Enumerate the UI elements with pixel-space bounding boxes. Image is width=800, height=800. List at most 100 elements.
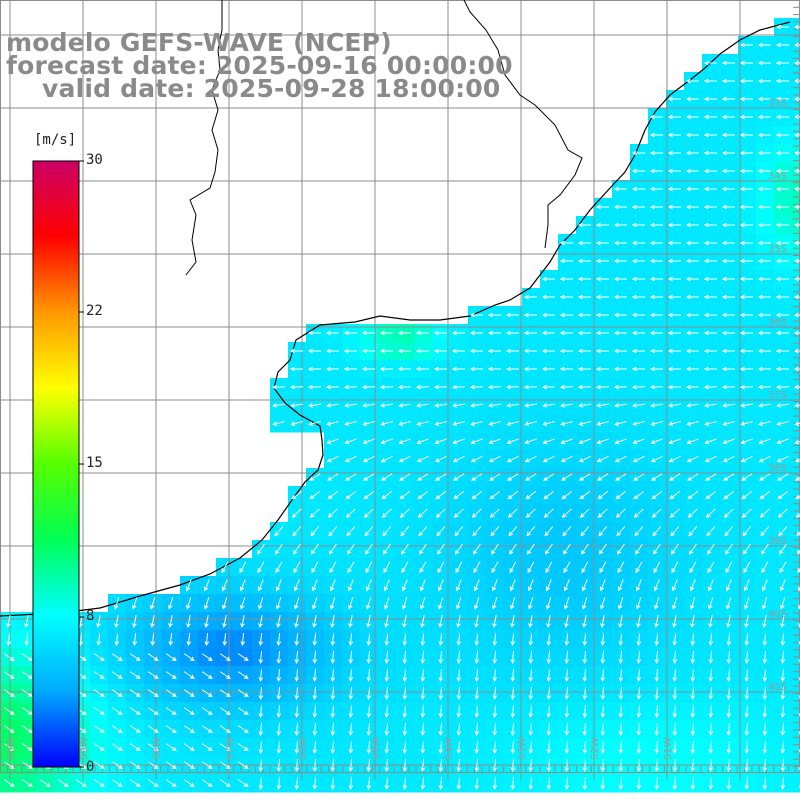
wind-arrow bbox=[433, 348, 447, 354]
wind-arrow bbox=[757, 42, 771, 48]
wind-arrow bbox=[600, 632, 606, 647]
wind-arrow bbox=[672, 668, 678, 683]
wind-arrow bbox=[311, 561, 319, 574]
wind-arrow bbox=[165, 761, 177, 769]
wind-arrow bbox=[456, 650, 462, 665]
wind-arrow bbox=[312, 740, 318, 755]
wind-arrow bbox=[595, 348, 609, 354]
wind-arrow bbox=[433, 384, 448, 390]
wind-arrow bbox=[651, 490, 663, 500]
wind-arrow bbox=[672, 686, 678, 701]
wind-arrow bbox=[312, 650, 318, 665]
wind-arrow bbox=[795, 513, 800, 518]
wind-arrow bbox=[527, 597, 534, 610]
wind-arrow bbox=[582, 740, 588, 755]
wind-arrow bbox=[57, 779, 69, 787]
wind-arrow bbox=[686, 473, 699, 481]
wind-arrow bbox=[721, 276, 735, 282]
wind-arrow bbox=[721, 330, 735, 336]
wind-arrow bbox=[541, 348, 555, 354]
wind-arrow bbox=[654, 722, 660, 737]
wind-arrow bbox=[276, 776, 282, 791]
wind-arrow bbox=[779, 597, 786, 610]
wind-arrow bbox=[383, 543, 391, 555]
wind-arrow bbox=[490, 526, 500, 537]
wind-arrow bbox=[474, 758, 480, 773]
wind-arrow bbox=[668, 455, 681, 463]
wind-cell bbox=[792, 576, 800, 595]
wind-arrow bbox=[312, 615, 317, 628]
wind-arrow bbox=[363, 508, 374, 518]
wind-arrow bbox=[618, 722, 624, 737]
wind-arrow bbox=[793, 42, 800, 48]
wind-arrow bbox=[510, 615, 515, 628]
wind-arrow bbox=[455, 561, 463, 574]
wind-arrow bbox=[384, 776, 390, 791]
wind-arrow bbox=[456, 722, 462, 737]
wind-arrow bbox=[420, 668, 426, 683]
wind-arrow bbox=[326, 421, 339, 426]
wind-arrow bbox=[595, 366, 609, 372]
wind-arrow bbox=[348, 704, 354, 719]
wind-arrow bbox=[307, 366, 321, 372]
wind-arrow bbox=[596, 455, 609, 463]
wind-arrow bbox=[491, 543, 499, 555]
wind-arrow bbox=[290, 403, 303, 408]
wind-arrow bbox=[147, 743, 159, 751]
wind-arrow bbox=[415, 330, 429, 336]
colorbar-tick-label: 22 bbox=[86, 303, 103, 319]
wind-arrow bbox=[686, 421, 699, 426]
wind-arrow bbox=[703, 168, 717, 174]
wind-arrow bbox=[401, 561, 409, 574]
wind-arrow bbox=[185, 597, 192, 610]
wind-arrow bbox=[201, 779, 213, 787]
wind-arrow bbox=[703, 132, 717, 138]
wind-arrow bbox=[474, 740, 480, 755]
wind-arrow bbox=[794, 421, 800, 426]
wind-cell bbox=[792, 504, 800, 523]
wind-arrow bbox=[739, 366, 753, 372]
wind-arrow bbox=[758, 473, 771, 481]
wind-arrow bbox=[384, 615, 389, 628]
wind-arrow bbox=[596, 438, 609, 445]
wind-arrow bbox=[452, 438, 465, 445]
wind-arrow bbox=[634, 526, 644, 537]
wind-arrow bbox=[546, 686, 552, 701]
wind-arrow bbox=[780, 758, 786, 773]
wind-arrow bbox=[560, 473, 573, 481]
wind-arrow bbox=[93, 761, 105, 769]
wind-arrow bbox=[577, 330, 591, 336]
wind-arrow bbox=[487, 348, 501, 354]
wind-arrow bbox=[744, 740, 750, 755]
wind-arrow bbox=[739, 330, 753, 336]
wind-arrow bbox=[165, 743, 177, 751]
wind-arrow bbox=[348, 758, 354, 773]
wind-arrow bbox=[780, 722, 786, 737]
wind-arrow bbox=[541, 276, 555, 282]
longitude-label: 57W bbox=[225, 737, 236, 760]
wind-arrow bbox=[690, 615, 695, 628]
wind-arrow bbox=[595, 240, 609, 246]
wind-arrow bbox=[618, 704, 624, 719]
wind-arrow bbox=[793, 222, 800, 228]
wind-arrow bbox=[186, 632, 192, 647]
wind-arrow bbox=[685, 168, 699, 174]
wind-arrow bbox=[798, 659, 800, 664]
wind-arrow bbox=[312, 704, 318, 719]
wind-arrow bbox=[600, 722, 606, 737]
wind-arrow bbox=[488, 403, 501, 408]
wind-arrow bbox=[793, 168, 800, 174]
wind-arrow bbox=[653, 597, 660, 610]
wind-arrow bbox=[613, 312, 627, 318]
wind-arrow bbox=[667, 96, 681, 102]
wind-arrow bbox=[312, 686, 318, 701]
wind-arrow bbox=[343, 330, 357, 336]
wind-arrow bbox=[276, 650, 282, 665]
wind-arrow bbox=[685, 186, 699, 192]
wind-arrow bbox=[636, 615, 641, 628]
wind-arrow bbox=[456, 615, 461, 628]
wind-arrow bbox=[523, 384, 538, 390]
wind-arrow bbox=[456, 704, 462, 719]
wind-arrow bbox=[798, 677, 800, 682]
wind-arrow bbox=[744, 704, 750, 719]
